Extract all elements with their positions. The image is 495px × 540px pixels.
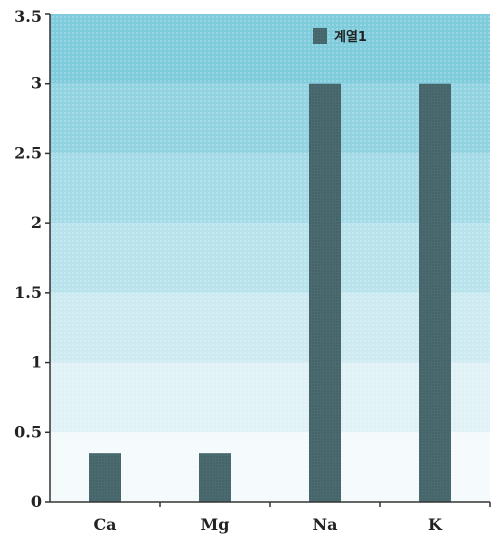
plot-background [50,14,490,502]
bars [89,83,451,502]
y-tick-label: 3 [31,74,42,93]
y-tick-label: 0.5 [14,422,42,441]
legend-label: 계열1 [334,29,367,45]
bar-texture [199,453,231,502]
y-tick-label: 2.5 [14,143,42,162]
legend: 계열1 [313,28,367,45]
bar-texture [419,83,451,502]
y-tick-label: 2 [31,213,42,232]
x-tick-label: Na [313,515,338,534]
x-axis-labels: Ca Mg Na K [93,502,491,534]
y-tick-label: 1 [31,353,42,372]
legend-swatch-texture [313,28,327,44]
y-axis-ticks: 0 0.5 1 1.5 2 2.5 3 3.5 [14,7,50,511]
y-tick-label: 0 [31,492,42,511]
x-tick-label: Ca [93,515,116,534]
y-tick-label: 3.5 [14,7,42,26]
bar-texture [89,453,121,502]
x-tick-label: K [428,515,443,534]
x-tick-label: Mg [201,515,230,534]
y-tick-label: 1.5 [14,283,42,302]
bar-texture [309,83,341,502]
background-texture [50,14,490,502]
